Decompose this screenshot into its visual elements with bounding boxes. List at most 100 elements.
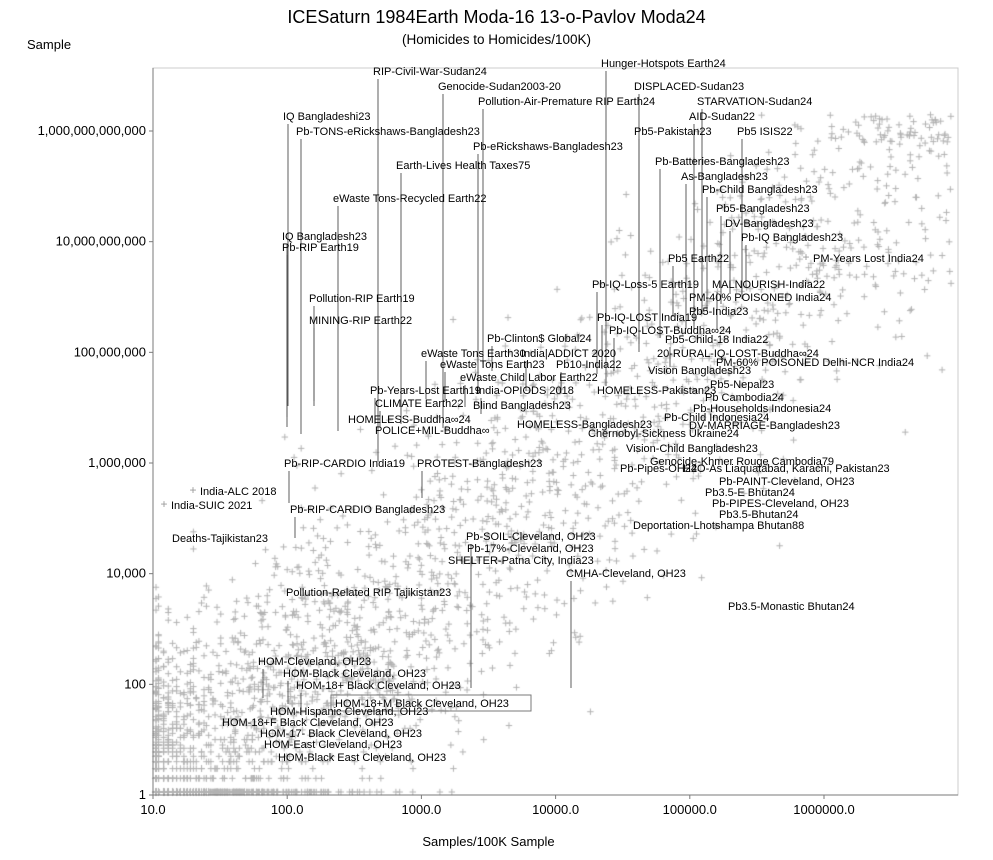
annotation-label: eWaste Child Labor Earth22 <box>460 372 598 384</box>
annotation-label: PM-60% POISONED Delhi-NCR India24 <box>716 357 914 369</box>
annotation-label: Deaths-Tajikistan23 <box>172 533 268 545</box>
annotation-label: CMHA-Cleveland, OH23 <box>566 568 686 580</box>
x-tick-label: 10000.0 <box>532 802 579 817</box>
annotation-label: CLIMATE Earth22 <box>375 398 463 410</box>
annotation-label[interactable]: HOM-18+M Black Cleveland, OH23 <box>335 698 509 710</box>
x-tick-label: 1000.0 <box>402 802 442 817</box>
annotation-label: India-SUIC 2021 <box>171 500 252 512</box>
annotation-label: HOMELESS-Pakistan23 <box>597 385 716 397</box>
annotation-label: RIP-Civil-War-Sudan24 <box>373 66 487 78</box>
annotation-label: Pb-Years-Lost Earth19 <box>370 385 481 397</box>
y-tick-label: 100,000,000 <box>74 344 146 359</box>
annotation-label: PROTEST-Bangladesh23 <box>417 458 542 470</box>
annotation-label: India|ADDICT 2020 <box>521 348 616 360</box>
y-tick-label: 10,000 <box>106 566 146 581</box>
x-axis-title: Samples/100K Sample <box>422 834 555 849</box>
annotation-label: IQ Bangladesh23 <box>282 231 367 243</box>
annotation-label: Genocide-Sudan2003-20 <box>438 81 561 93</box>
annotation-label: Pb5 Earth22 <box>668 253 729 265</box>
annotation-label: Pb3.5-Monastic Bhutan24 <box>728 601 855 613</box>
annotation-label: Pb-eRickshaws-Bangladesh23 <box>473 141 623 153</box>
point-marker: + <box>802 250 809 264</box>
annotation-label: Pb-SOIL-Cleveland, OH23 <box>466 531 596 543</box>
annotation-label: Pb5-Bangladesh23 <box>716 203 810 215</box>
annotation-label: As-Bangladesh23 <box>681 171 768 183</box>
annotation-label: Pb-Batteries-Bangladesh23 <box>655 156 790 168</box>
annotation-label: HOM-Black Cleveland, OH23 <box>283 668 426 680</box>
annotation-label: SHELTER-Patna City, India23 <box>448 555 594 567</box>
annotation-label: eWaste Tons-Recycled Earth22 <box>333 193 486 205</box>
annotation-label: Pb5-Child-18 India22 <box>665 334 768 346</box>
annotation-label: Pb-Pipes-OH24 <box>620 463 697 475</box>
y-tick-label: 10,000,000,000 <box>56 234 146 249</box>
annotation-label: HOM-17- Black Cleveland, OH23 <box>260 728 422 740</box>
annotation-label: eWaste Tons Earth30 <box>421 348 526 360</box>
annotation-label: Pollution-Air-Premature RIP Earth24 <box>478 96 655 108</box>
point-marker: + <box>160 497 167 511</box>
annotation-label: DV-MARRIAGE-Bangladesh23 <box>689 420 840 432</box>
annotation-label: HOM-18+ Black Cleveland, OH23 <box>296 680 461 692</box>
annotation-label: Pollution-RIP Earth19 <box>309 293 415 305</box>
annotation-label: Pb-RIP Earth19 <box>282 242 359 254</box>
annotation-label: AID-Sudan22 <box>689 111 755 123</box>
annotation-label: Blind Bangladesh23 <box>473 400 571 412</box>
x-tick-label: 100.0 <box>271 802 304 817</box>
annotation-label: Pb-TONS-eRickshaws-Bangladesh23 <box>296 126 480 138</box>
annotation-label: Pb3.5-E Bhutan24 <box>705 487 795 499</box>
annotation-label: Pb-PAINT-Cleveland, OH23 <box>719 476 855 488</box>
annotation-label: 20-RURAL-IQ-LOST-Buddha∞24 <box>657 348 819 360</box>
annotation-label: PM-40% POISONED India24 <box>689 292 831 304</box>
selected-annotation-box[interactable] <box>330 694 532 712</box>
annotation-label: DISPLACED-Sudan23 <box>634 81 744 93</box>
annotation-label: Pb-IQ-LOST India19 <box>597 312 697 324</box>
annotation-label: HOMELESS-Buddha∞24 <box>348 414 471 426</box>
annotation-label: Genocide-Khmer Rouge Cambodia79 <box>650 456 834 468</box>
annotation-label: Pb-IQ-LOST-Buddha∞24 <box>609 325 731 337</box>
x-tick-label: 1000000.0 <box>793 802 854 817</box>
annotation-label: Pb-Clinton$ Global24 <box>487 333 592 345</box>
annotation-label: PM-Years Lost India24 <box>813 253 924 265</box>
point-marker: + <box>189 483 196 497</box>
annotation-label: MINING-RIP Earth22 <box>309 315 412 327</box>
annotation-label: Pb-IQ Bangladesh23 <box>741 232 843 244</box>
annotation-label: Pollution-Related RIP Tajikistan23 <box>286 587 451 599</box>
annotation-label: Pb5-India23 <box>689 306 748 318</box>
x-tick-label: 100000.0 <box>663 802 717 817</box>
y-tick-label: 100 <box>124 676 146 691</box>
annotation-label: HOM-18+F Black Cleveland, OH23 <box>222 717 393 729</box>
annotation-label: Pb5 ISIS22 <box>737 126 793 138</box>
annotation-label: HOMELESS-Bangladesh23 <box>517 419 652 431</box>
annotation-label: Pb-RIP-CARDIO India19 <box>284 458 405 470</box>
annotation-label: Vision Bangladesh23 <box>648 365 751 377</box>
annotation-label: Hunger-Hotspots Earth24 <box>601 58 726 70</box>
annotation-label: DV-Bangladesh23 <box>725 218 814 230</box>
annotation-label: MALNOURISH-India22 <box>712 279 825 291</box>
annotation-label: Pb10-India22 <box>556 359 621 371</box>
annotation-label: Chernobyl-Sickness Ukraine24 <box>588 428 739 440</box>
annotation-label: Pb-Child Indonesia24 <box>664 412 769 424</box>
annotation-label: STARVATION-Sudan24 <box>697 96 812 108</box>
annotation-label: Pb-RIP-CARDIO Bangladesh23 <box>290 504 445 516</box>
annotation-label: Pb3.5-Bhutan24 <box>719 509 799 521</box>
y-tick-label: 1,000,000 <box>88 455 146 470</box>
annotation-label: H2O-As Liaquatabad, Karachi, Pakistan23 <box>683 463 890 475</box>
annotation-label: Deportation-Lhotshampa Bhutan88 <box>633 520 804 532</box>
annotation-label: India-ALC 2018 <box>200 486 276 498</box>
annotation-label: Pb-Child Bangladesh23 <box>702 184 818 196</box>
annotation-label: Pb Cambodia24 <box>705 392 784 404</box>
annotation-label: eWaste Tons Earth23 <box>440 359 545 371</box>
annotation-label: Pb-17%-Cleveland, OH23 <box>467 543 594 555</box>
annotation-label: HOM-Black East Cleveland, OH23 <box>278 752 446 764</box>
y-tick-label: 1 <box>139 787 146 802</box>
annotation-label: HOM-East Cleveland, OH23 <box>264 739 402 751</box>
y-tick-label: 1,000,000,000,000 <box>38 123 146 138</box>
annotation-label: IQ Bangladeshi23 <box>283 111 370 123</box>
annotation-label: POLICE+MIL-Buddha∞ <box>375 425 490 437</box>
annotation-label: Vision-Child Bangladesh23 <box>626 443 758 455</box>
x-tick-label: 10.0 <box>140 802 165 817</box>
annotation-label: HOM-Cleveland, OH23 <box>258 656 371 668</box>
annotation-label: Pb-Households Indonesia24 <box>693 403 831 415</box>
